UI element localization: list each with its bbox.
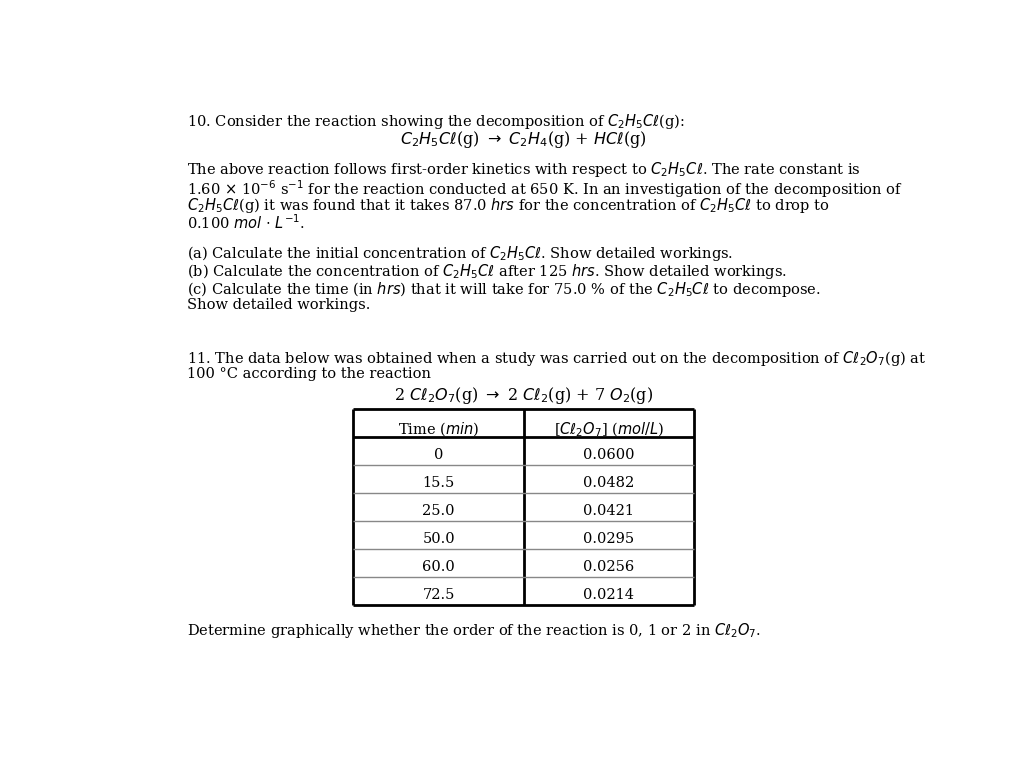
Text: 15.5: 15.5: [422, 476, 455, 490]
Text: 0.0256: 0.0256: [584, 560, 635, 575]
Text: The above reaction follows first-order kinetics with respect to $C_2H_5C\ell$. T: The above reaction follows first-order k…: [187, 160, 861, 179]
Text: 0: 0: [434, 448, 444, 462]
Text: 11. The data below was obtained when a study was carried out on the decompositio: 11. The data below was obtained when a s…: [187, 349, 927, 368]
Text: [$C\ell_2O_7$] ($\it{mol/L}$): [$C\ell_2O_7$] ($\it{mol/L}$): [554, 420, 664, 439]
Text: Show detailed workings.: Show detailed workings.: [187, 298, 371, 312]
Text: 72.5: 72.5: [422, 588, 455, 603]
Text: 0.0482: 0.0482: [584, 476, 635, 490]
Text: Determine graphically whether the order of the reaction is 0, 1 or 2 in $C\ell_2: Determine graphically whether the order …: [187, 621, 761, 640]
Text: $C_2H_5C\ell$(g) $\rightarrow$ $C_2H_4$(g) + $HC\ell$(g): $C_2H_5C\ell$(g) $\rightarrow$ $C_2H_4$(…: [401, 129, 647, 150]
Text: 10. Consider the reaction showing the decomposition of $C_2H_5C\ell$(g):: 10. Consider the reaction showing the de…: [187, 112, 685, 131]
Text: 0.0421: 0.0421: [584, 504, 635, 518]
Text: 25.0: 25.0: [422, 504, 455, 518]
Text: $C_2H_5C\ell$(g) it was found that it takes 87.0 $\it{hrs}$ for the concentratio: $C_2H_5C\ell$(g) it was found that it ta…: [187, 196, 830, 215]
Text: 1.60 $\times$ 10$^{-6}$ s$^{-1}$ for the reaction conducted at 650 K. In an inve: 1.60 $\times$ 10$^{-6}$ s$^{-1}$ for the…: [187, 178, 902, 200]
Text: (c) Calculate the time (in $\it{hrs}$) that it will take for 75.0 % of the $C_2H: (c) Calculate the time (in $\it{hrs}$) t…: [187, 280, 821, 299]
Text: Time ($\it{min}$): Time ($\it{min}$): [398, 420, 479, 438]
Text: (b) Calculate the concentration of $C_2H_5C\ell$ after 125 $\it{hrs}$. Show deta: (b) Calculate the concentration of $C_2H…: [187, 262, 787, 281]
Text: 60.0: 60.0: [422, 560, 455, 575]
Text: 2 $C\ell_2O_7$(g) $\rightarrow$ 2 $C\ell_2$(g) + 7 $O_2$(g): 2 $C\ell_2O_7$(g) $\rightarrow$ 2 $C\ell…: [394, 385, 653, 406]
Text: 50.0: 50.0: [422, 532, 455, 546]
Text: (a) Calculate the initial concentration of $C_2H_5C\ell$. Show detailed workings: (a) Calculate the initial concentration …: [187, 244, 734, 263]
Text: 0.0214: 0.0214: [584, 588, 635, 603]
Text: 100 °C according to the reaction: 100 °C according to the reaction: [187, 367, 431, 381]
Text: 0.100 $\it{mol}$ $\cdot$ $L^{-1}$.: 0.100 $\it{mol}$ $\cdot$ $L^{-1}$.: [187, 213, 305, 232]
Text: 0.0600: 0.0600: [584, 448, 635, 462]
Text: 0.0295: 0.0295: [584, 532, 635, 546]
